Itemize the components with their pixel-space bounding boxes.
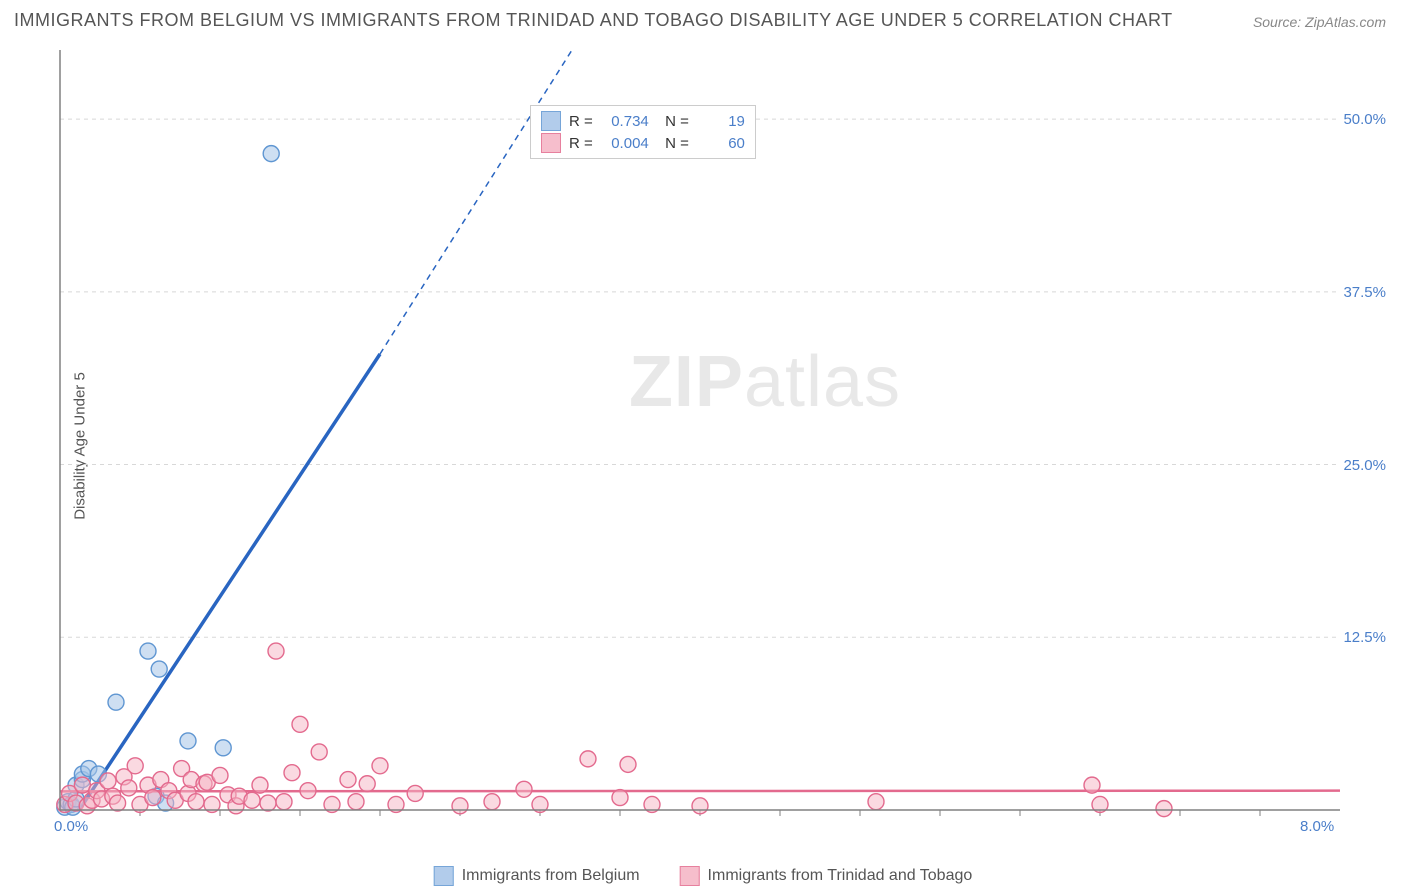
r-label: R = [569, 135, 593, 152]
n-label: N = [657, 113, 689, 130]
n-label: N = [657, 135, 689, 152]
r-value-belgium: 0.734 [601, 113, 649, 130]
chart-title: IMMIGRANTS FROM BELGIUM VS IMMIGRANTS FR… [14, 10, 1173, 31]
legend-row-trinidad: R = 0.004 N = 60 [541, 132, 745, 154]
legend-row-belgium: R = 0.734 N = 19 [541, 110, 745, 132]
source-label: Source: ZipAtlas.com [1253, 14, 1386, 30]
n-value-trinidad: 60 [697, 135, 745, 152]
legend-entry-trinidad: Immigrants from Trinidad and Tobago [680, 866, 973, 886]
legend-label-belgium: Immigrants from Belgium [462, 867, 640, 885]
x-tick-label: 8.0% [1300, 818, 1334, 835]
legend-label-trinidad: Immigrants from Trinidad and Tobago [708, 867, 973, 885]
n-value-belgium: 19 [697, 113, 745, 130]
chart-area: ZIPatlas R = 0.734 N = 19 R = 0.004 N = … [50, 50, 1350, 840]
y-tick-label: 37.5% [1343, 284, 1386, 301]
scatter-plot [50, 50, 1350, 840]
swatch-trinidad [541, 133, 561, 153]
r-label: R = [569, 113, 593, 130]
swatch-belgium-icon [434, 866, 454, 886]
series-legend: Immigrants from Belgium Immigrants from … [434, 866, 973, 886]
correlation-legend: R = 0.734 N = 19 R = 0.004 N = 60 [530, 105, 756, 159]
swatch-belgium [541, 111, 561, 131]
y-tick-label: 50.0% [1343, 111, 1386, 128]
y-tick-label: 12.5% [1343, 629, 1386, 646]
y-tick-label: 25.0% [1343, 457, 1386, 474]
swatch-trinidad-icon [680, 866, 700, 886]
r-value-trinidad: 0.004 [601, 135, 649, 152]
legend-entry-belgium: Immigrants from Belgium [434, 866, 640, 886]
x-tick-label: 0.0% [54, 818, 88, 835]
